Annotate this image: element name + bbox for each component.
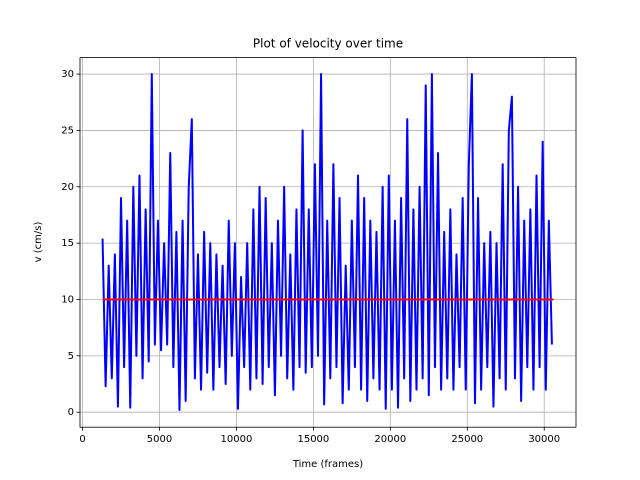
x-tick-label: 20000 [374, 434, 406, 445]
line [101, 73, 553, 411]
y-tick-label: 15 [61, 238, 74, 249]
x-tick-label: 10000 [221, 434, 253, 445]
y-axis-label: v (cm/s) [33, 222, 44, 263]
x-tick-label: 5000 [147, 434, 172, 445]
y-tick-label: 30 [61, 69, 74, 80]
marks [101, 73, 554, 411]
x-tick-label: 0 [79, 434, 85, 445]
y-tick-label: 5 [68, 351, 74, 362]
x-tick-label: 25000 [451, 434, 483, 445]
ticks: 0 5000 10000 15000 20000 25000 30000 0 5 10 15 20 25… [61, 69, 560, 445]
y-tick-label: 0 [68, 407, 74, 418]
axes-frame [79, 57, 577, 428]
y-tick-label: 20 [61, 182, 74, 193]
x-tick-label: 15000 [297, 434, 329, 445]
y-tick-label: 10 [61, 294, 74, 305]
x-tick-label: 30000 [528, 434, 560, 445]
x-axis-label: Time (frames) [292, 459, 363, 470]
chart-title: Plot of velocity over time [253, 37, 403, 51]
y-tick-label: 25 [61, 125, 74, 136]
